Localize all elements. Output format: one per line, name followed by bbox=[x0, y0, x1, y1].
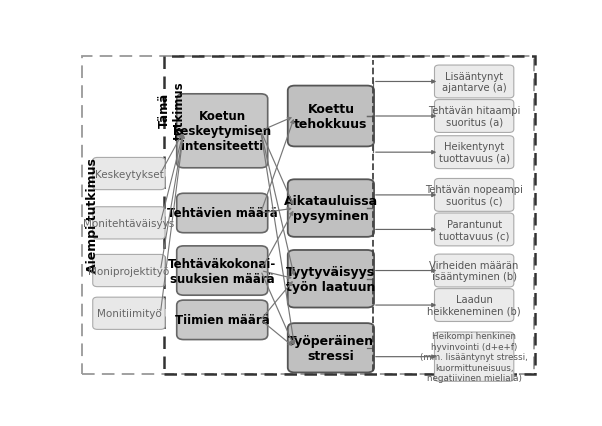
Text: Tiimien määrä: Tiimien määrä bbox=[175, 314, 270, 327]
Text: Tehtävän nopeampi
suoritus (c): Tehtävän nopeampi suoritus (c) bbox=[425, 185, 523, 206]
Text: Laadun
heikkeneminen (b): Laadun heikkeneminen (b) bbox=[427, 294, 521, 316]
FancyBboxPatch shape bbox=[93, 255, 165, 287]
Text: Moniprojektityö: Moniprojektityö bbox=[88, 266, 170, 276]
Text: Lisääntynyt
ajantarve (a): Lisääntynyt ajantarve (a) bbox=[442, 72, 506, 93]
FancyBboxPatch shape bbox=[177, 194, 268, 233]
FancyBboxPatch shape bbox=[288, 323, 374, 373]
Text: Aikatauluissa
pysyminen: Aikatauluissa pysyminen bbox=[284, 195, 378, 222]
Text: Tehtävän hitaampi
suoritus (a): Tehtävän hitaampi suoritus (a) bbox=[428, 106, 520, 127]
FancyBboxPatch shape bbox=[177, 300, 268, 340]
Text: Tämä
tutkimus: Tämä tutkimus bbox=[158, 81, 186, 139]
FancyBboxPatch shape bbox=[177, 246, 268, 296]
Text: Koettu
tehokkuus: Koettu tehokkuus bbox=[294, 103, 368, 131]
Text: Tehtävien määrä: Tehtävien määrä bbox=[167, 207, 278, 220]
Text: Tyytyväisyys
työn laatuun: Tyytyväisyys työn laatuun bbox=[286, 265, 376, 293]
Text: Aiempi tutkimus: Aiempi tutkimus bbox=[87, 158, 99, 273]
FancyBboxPatch shape bbox=[435, 213, 514, 246]
FancyBboxPatch shape bbox=[177, 95, 268, 168]
Text: Virheiden määrän
isääntyminen (b): Virheiden määrän isääntyminen (b) bbox=[429, 260, 519, 282]
FancyBboxPatch shape bbox=[435, 179, 514, 212]
FancyBboxPatch shape bbox=[288, 86, 374, 147]
Text: Monitiimityö: Monitiimityö bbox=[96, 308, 161, 319]
Text: Työperäinen
stressi: Työperäinen stressi bbox=[288, 334, 374, 362]
FancyBboxPatch shape bbox=[288, 180, 374, 237]
FancyBboxPatch shape bbox=[435, 101, 514, 133]
FancyBboxPatch shape bbox=[435, 289, 514, 322]
Text: Heikentynyt
tuottavuus (a): Heikentynyt tuottavuus (a) bbox=[439, 142, 510, 164]
Text: Monitehtäväisyys: Monitehtäväisyys bbox=[83, 219, 175, 228]
FancyBboxPatch shape bbox=[93, 297, 165, 330]
FancyBboxPatch shape bbox=[435, 254, 514, 287]
FancyBboxPatch shape bbox=[288, 250, 374, 308]
Text: Koetun
keskeytymisen
intensiteetti: Koetun keskeytymisen intensiteetti bbox=[173, 110, 272, 153]
FancyBboxPatch shape bbox=[435, 332, 514, 381]
Text: Parantunut
tuottavuus (c): Parantunut tuottavuus (c) bbox=[439, 219, 509, 241]
Text: Heikompi henkinen
hyvinvointi (d+e+f)
(mm. lisääntynyt stressi,
kuormittuneisuus: Heikompi henkinen hyvinvointi (d+e+f) (m… bbox=[420, 331, 528, 382]
FancyBboxPatch shape bbox=[93, 158, 165, 190]
FancyBboxPatch shape bbox=[435, 136, 514, 169]
FancyBboxPatch shape bbox=[435, 66, 514, 99]
FancyBboxPatch shape bbox=[93, 207, 165, 239]
Text: Tehtäväkokonai-
suuksien määrä: Tehtäväkokonai- suuksien määrä bbox=[168, 257, 276, 285]
Text: Keskeytykset: Keskeytykset bbox=[95, 169, 163, 179]
